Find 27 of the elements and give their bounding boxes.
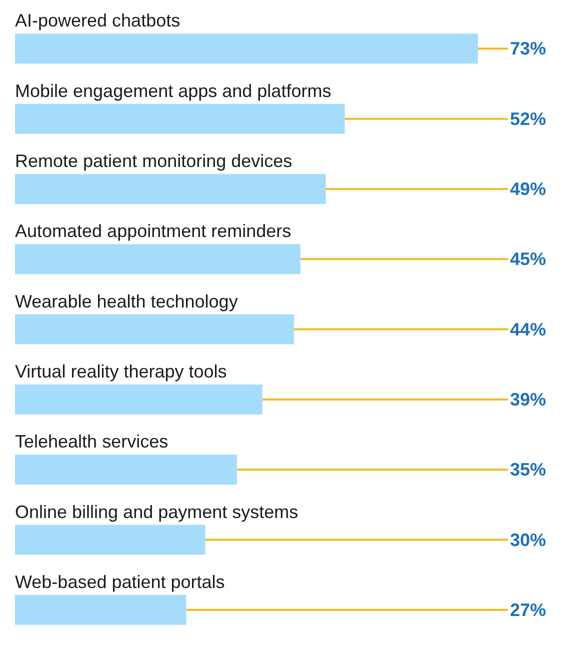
data-label: 45% (510, 249, 546, 270)
bar (15, 384, 262, 414)
y-tick-label: Online billing and payment systems (15, 502, 298, 522)
bar (15, 174, 326, 204)
y-tick-label: Telehealth services (15, 432, 168, 452)
data-label: 73% (510, 38, 546, 59)
bar (15, 454, 237, 485)
y-tick-label: AI-powered chatbots (15, 10, 180, 31)
bar (15, 104, 345, 134)
data-label: 30% (510, 530, 546, 550)
y-tick-label: Virtual reality therapy tools (15, 361, 227, 382)
bar (15, 244, 300, 274)
y-tick-label: Automated appointment reminders (15, 221, 292, 242)
data-label: 27% (510, 600, 546, 620)
bar (15, 524, 206, 555)
bar (15, 594, 186, 625)
bar (15, 314, 294, 344)
data-label: 39% (510, 389, 546, 410)
bar (15, 34, 478, 64)
data-label: 35% (510, 460, 546, 480)
y-tick-label: Web-based patient portals (15, 572, 225, 592)
data-label: 49% (510, 178, 546, 199)
data-label: 52% (510, 108, 546, 129)
y-tick-label: Wearable health technology (15, 291, 238, 312)
y-tick-label: Remote patient monitoring devices (15, 150, 292, 171)
data-label: 44% (510, 319, 546, 340)
y-tick-label: Mobile engagement apps and platforms (15, 80, 332, 101)
